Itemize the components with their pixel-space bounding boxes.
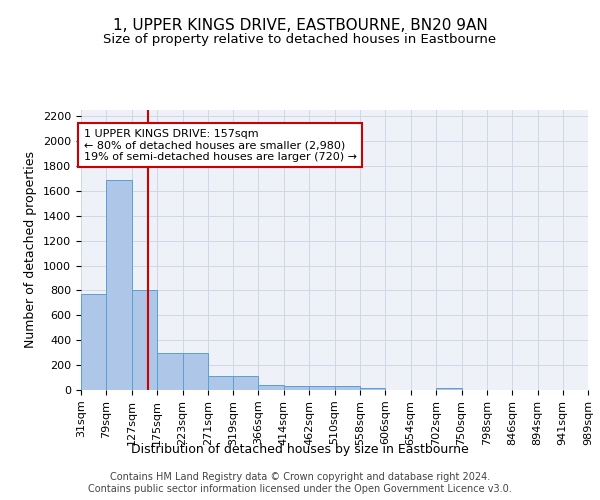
- Bar: [335, 386, 360, 390]
- Text: Distribution of detached houses by size in Eastbourne: Distribution of detached houses by size …: [131, 442, 469, 456]
- Bar: [81, 294, 106, 390]
- Bar: [106, 180, 132, 390]
- Bar: [157, 354, 182, 390]
- Bar: [284, 386, 309, 390]
- Bar: [258, 385, 284, 390]
- Text: 1 UPPER KINGS DRIVE: 157sqm
← 80% of detached houses are smaller (2,980)
19% of : 1 UPPER KINGS DRIVE: 157sqm ← 80% of det…: [83, 128, 356, 162]
- Bar: [233, 376, 258, 390]
- Text: Size of property relative to detached houses in Eastbourne: Size of property relative to detached ho…: [103, 32, 497, 46]
- Y-axis label: Number of detached properties: Number of detached properties: [25, 152, 37, 348]
- Bar: [360, 388, 385, 390]
- Text: 1, UPPER KINGS DRIVE, EASTBOURNE, BN20 9AN: 1, UPPER KINGS DRIVE, EASTBOURNE, BN20 9…: [113, 18, 487, 32]
- Bar: [132, 290, 157, 390]
- Bar: [208, 376, 233, 390]
- Bar: [309, 386, 335, 390]
- Bar: [182, 354, 208, 390]
- Bar: [436, 388, 461, 390]
- Text: Contains HM Land Registry data © Crown copyright and database right 2024.
Contai: Contains HM Land Registry data © Crown c…: [88, 472, 512, 494]
